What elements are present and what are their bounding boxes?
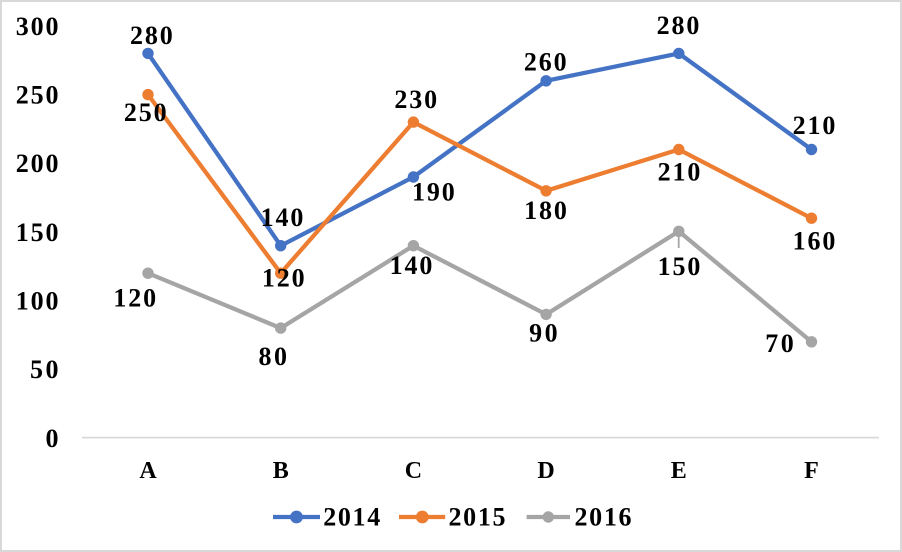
svg-text:280: 280 (657, 11, 700, 40)
svg-text:210: 210 (793, 111, 836, 140)
svg-text:2015: 2015 (449, 503, 506, 532)
svg-text:D: D (537, 458, 554, 484)
svg-text:190: 190 (412, 178, 455, 207)
svg-text:80: 80 (258, 342, 287, 371)
svg-text:A: A (139, 458, 157, 484)
svg-text:F: F (804, 458, 819, 484)
svg-text:C: C (405, 458, 422, 484)
svg-text:140: 140 (261, 203, 304, 232)
svg-text:160: 160 (793, 226, 836, 255)
svg-text:B: B (273, 458, 289, 484)
svg-text:180: 180 (524, 196, 567, 225)
svg-text:280: 280 (130, 21, 173, 50)
svg-text:100: 100 (16, 287, 59, 316)
svg-text:150: 150 (16, 218, 59, 247)
svg-text:90: 90 (529, 319, 558, 348)
svg-text:0: 0 (46, 424, 59, 453)
svg-text:200: 200 (16, 149, 59, 178)
svg-text:260: 260 (524, 47, 567, 76)
svg-text:210: 210 (658, 158, 701, 187)
svg-text:150: 150 (658, 252, 701, 281)
svg-text:2014: 2014 (323, 503, 380, 532)
svg-text:2016: 2016 (575, 503, 632, 532)
svg-text:120: 120 (262, 263, 305, 292)
svg-text:300: 300 (16, 12, 59, 41)
svg-text:250: 250 (124, 98, 167, 127)
svg-text:E: E (671, 458, 687, 484)
svg-text:250: 250 (16, 81, 59, 110)
svg-text:140: 140 (390, 251, 433, 280)
svg-text:50: 50 (30, 355, 59, 384)
svg-text:120: 120 (113, 283, 156, 312)
svg-text:230: 230 (394, 85, 437, 114)
svg-text:70: 70 (765, 329, 794, 358)
